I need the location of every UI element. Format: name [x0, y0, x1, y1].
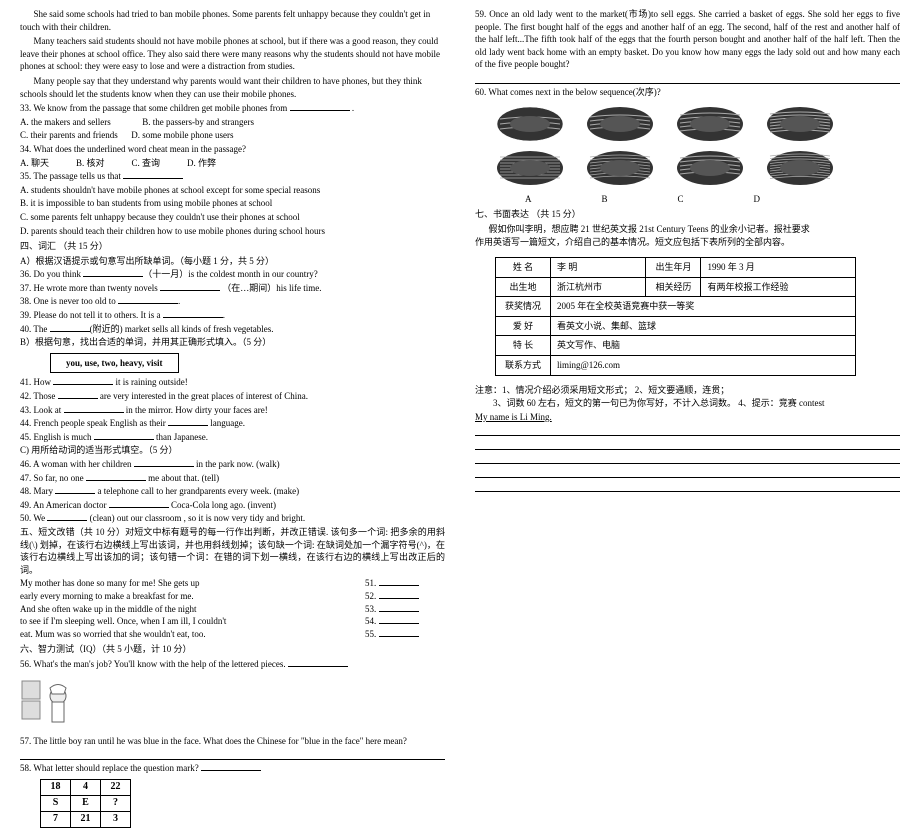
q56: 56. What's the man's job? You'll know wi… — [20, 658, 445, 671]
q33-opts: A. the makers and sellers B. the passers… — [20, 116, 445, 129]
sec7b: 作用英语写一篇短文，介绍自己的基本情况。短文应包括下表所列的全部内容。 — [475, 236, 900, 249]
q35c: C. some parents felt unhappy because the… — [20, 211, 445, 224]
q59-line — [475, 72, 900, 84]
q35b: B. it is impossible to ban students from… — [20, 197, 445, 210]
q46: 46. A woman with her children in the par… — [20, 458, 445, 471]
writing-line-5 — [475, 480, 900, 492]
q57-line — [20, 748, 445, 760]
q58: 58. What letter should replace the quest… — [20, 762, 445, 775]
sec6-head: 六、智力测试（IQ）（共 5 小题，计 10 分） — [20, 643, 445, 656]
tire-row-top — [495, 105, 900, 143]
writing-line-2 — [475, 438, 900, 450]
tire-seq-1 — [495, 105, 565, 143]
chef-puzzle-image — [20, 676, 75, 731]
tire-opt-b — [585, 149, 655, 187]
tire-opt-d — [765, 149, 835, 187]
tire-row-bottom — [495, 149, 900, 187]
q35d: D. parents should teach their children h… — [20, 225, 445, 238]
q50: 50. We (clean) out our classroom , so it… — [20, 512, 445, 525]
tire-seq-3 — [675, 105, 745, 143]
q40: 40. The (附近的) market sells all kinds of … — [20, 323, 445, 336]
start-sentence: My name is Li Ming. — [475, 411, 900, 424]
left-column: She said some schools had tried to ban m… — [20, 8, 445, 643]
sec4a: A）根据汉语提示或句意写出所缺单词。（每小题 1 分，共 5 分） — [20, 255, 445, 268]
tire-seq-2 — [585, 105, 655, 143]
right-column: 59. Once an old lady went to the market(… — [475, 8, 900, 643]
q33-opts2: C. their parents and friends D. some mob… — [20, 129, 445, 142]
tire-opt-a — [495, 149, 565, 187]
q43: 43. Look at in the mirror. How dirty you… — [20, 404, 445, 417]
err-5: eat. Mum was so worried that she wouldn'… — [20, 628, 445, 641]
word-box: you, use, two, heavy, visit — [50, 353, 179, 374]
q38: 38. One is never too old to . — [20, 295, 445, 308]
notes: 注意：1、情况介绍必须采用短文形式； 2、短文要通顺，连贯； — [475, 384, 900, 397]
q48: 48. Mary a telephone call to her grandpa… — [20, 485, 445, 498]
letter-puzzle-table: 18422 SE? 7213 — [40, 779, 131, 828]
intro-p3: Many people say that they understand why… — [20, 75, 445, 100]
writing-line-4 — [475, 466, 900, 478]
q42: 42. Those are very interested in the gre… — [20, 390, 445, 403]
q37: 37. He wrote more than twenty novels （在…… — [20, 282, 445, 295]
sec4c: C) 用所给动词的适当形式填空。（5 分） — [20, 444, 445, 457]
err-3: And she often wake up in the middle of t… — [20, 603, 445, 616]
q35a: A. students shouldn't have mobile phones… — [20, 184, 445, 197]
q34: 34. What does the underlined word cheat … — [20, 143, 445, 156]
q39: 39. Please do not tell it to others. It … — [20, 309, 445, 322]
writing-line-1 — [475, 424, 900, 436]
sec5: 五、短文改错（共 10 分）对短文中标有题号的每一行作出判断，并改正错误. 该句… — [20, 526, 445, 576]
abcd-labels: ABCD — [525, 193, 900, 206]
intro-p1: She said some schools had tried to ban m… — [20, 8, 445, 33]
sec7-head: 七、书面表达 （共 15 分） — [475, 208, 900, 221]
sec4b: B）根据句意，找出合适的单词，并用其正确形式填入。（5 分） — [20, 336, 445, 349]
err-4: to see if I'm sleeping well. Once, when … — [20, 615, 445, 628]
q33: 33. We know from the passage that some c… — [20, 102, 445, 115]
err-2: early every morning to make a breakfast … — [20, 590, 445, 603]
q45: 45. English is much than Japanese. — [20, 431, 445, 444]
q34-opts: A. 聊天 B. 核对 C. 查询 D. 作弊 — [20, 157, 445, 170]
q60: 60. What comes next in the below sequenc… — [475, 86, 900, 99]
notes2: 3、词数 60 左右，短文的第一句已为你写好，不计入总词数。 4、提示：竞赛 c… — [475, 397, 900, 410]
q36: 36. Do you think （十一月）is the coldest mon… — [20, 268, 445, 281]
q57: 57. The little boy ran until he was blue… — [20, 735, 445, 748]
q47: 47. So far, no one me about that. (tell) — [20, 472, 445, 485]
writing-line-3 — [475, 452, 900, 464]
q49: 49. An American doctor Coca-Cola long ag… — [20, 499, 445, 512]
sec4-head: 四、词汇 （共 15 分） — [20, 240, 445, 253]
info-table: 姓 名李 明出生年月1990 年 3 月 出生地浙江杭州市相关经历有两年校报工作… — [495, 257, 856, 376]
q44: 44. French people speak English as their… — [20, 417, 445, 430]
q59: 59. Once an old lady went to the market(… — [475, 8, 900, 71]
q35: 35. The passage tells us that — [20, 170, 445, 183]
tire-seq-4 — [765, 105, 835, 143]
q41: 41. How it is raining outside! — [20, 376, 445, 389]
sec7a: 假如你叫李明，想应聘 21 世纪英文报 21st Century Teens 的… — [475, 223, 900, 236]
tire-opt-c — [675, 149, 745, 187]
intro-p2: Many teachers said students should not h… — [20, 35, 445, 73]
err-1: My mother has done so many for me! She g… — [20, 577, 445, 590]
